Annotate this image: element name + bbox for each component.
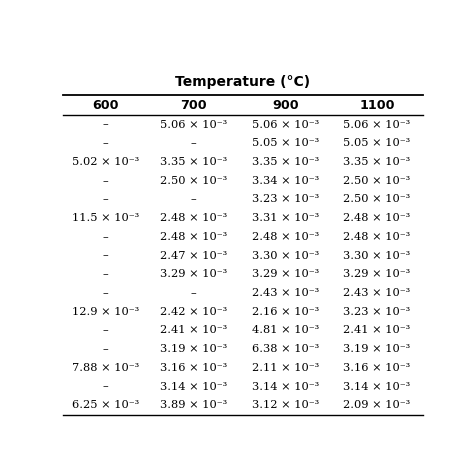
Text: 2.11 × 10⁻³: 2.11 × 10⁻³	[252, 363, 319, 373]
Text: –: –	[102, 251, 108, 261]
Text: 3.35 × 10⁻³: 3.35 × 10⁻³	[343, 157, 410, 167]
Text: –: –	[191, 194, 196, 204]
Text: 700: 700	[180, 99, 207, 112]
Text: 3.35 × 10⁻³: 3.35 × 10⁻³	[252, 157, 319, 167]
Text: 2.43 × 10⁻³: 2.43 × 10⁻³	[343, 288, 410, 298]
Text: 3.89 × 10⁻³: 3.89 × 10⁻³	[160, 400, 227, 410]
Text: –: –	[191, 138, 196, 148]
Text: 3.14 × 10⁻³: 3.14 × 10⁻³	[160, 382, 227, 392]
Text: 1100: 1100	[359, 99, 395, 112]
Text: 600: 600	[92, 99, 118, 112]
Text: 3.16 × 10⁻³: 3.16 × 10⁻³	[343, 363, 410, 373]
Text: 2.50 × 10⁻³: 2.50 × 10⁻³	[160, 176, 227, 186]
Text: 5.05 × 10⁻³: 5.05 × 10⁻³	[252, 138, 319, 148]
Text: 3.35 × 10⁻³: 3.35 × 10⁻³	[160, 157, 227, 167]
Text: 12.9 × 10⁻³: 12.9 × 10⁻³	[72, 307, 139, 317]
Text: 6.38 × 10⁻³: 6.38 × 10⁻³	[252, 344, 319, 354]
Text: 3.14 × 10⁻³: 3.14 × 10⁻³	[343, 382, 410, 392]
Text: 2.48 × 10⁻³: 2.48 × 10⁻³	[343, 213, 410, 223]
Text: –: –	[102, 325, 108, 336]
Text: –: –	[102, 269, 108, 279]
Text: 5.02 × 10⁻³: 5.02 × 10⁻³	[72, 157, 139, 167]
Text: 11.5 × 10⁻³: 11.5 × 10⁻³	[72, 213, 139, 223]
Text: –: –	[102, 176, 108, 186]
Text: 2.47 × 10⁻³: 2.47 × 10⁻³	[160, 251, 227, 261]
Text: 3.23 × 10⁻³: 3.23 × 10⁻³	[252, 194, 319, 204]
Text: –: –	[102, 194, 108, 204]
Text: –: –	[102, 119, 108, 129]
Text: 3.19 × 10⁻³: 3.19 × 10⁻³	[343, 344, 410, 354]
Text: 2.50 × 10⁻³: 2.50 × 10⁻³	[343, 176, 410, 186]
Text: 5.06 × 10⁻³: 5.06 × 10⁻³	[343, 119, 410, 129]
Text: 2.43 × 10⁻³: 2.43 × 10⁻³	[252, 288, 319, 298]
Text: 5.05 × 10⁻³: 5.05 × 10⁻³	[343, 138, 410, 148]
Text: 3.29 × 10⁻³: 3.29 × 10⁻³	[252, 269, 319, 279]
Text: 3.34 × 10⁻³: 3.34 × 10⁻³	[252, 176, 319, 186]
Text: 3.31 × 10⁻³: 3.31 × 10⁻³	[252, 213, 319, 223]
Text: 2.48 × 10⁻³: 2.48 × 10⁻³	[160, 213, 227, 223]
Text: 7.88 × 10⁻³: 7.88 × 10⁻³	[72, 363, 139, 373]
Text: 3.30 × 10⁻³: 3.30 × 10⁻³	[343, 251, 410, 261]
Text: Temperature (°C): Temperature (°C)	[175, 74, 310, 89]
Text: –: –	[191, 288, 196, 298]
Text: 3.30 × 10⁻³: 3.30 × 10⁻³	[252, 251, 319, 261]
Text: 3.16 × 10⁻³: 3.16 × 10⁻³	[160, 363, 227, 373]
Text: 5.06 × 10⁻³: 5.06 × 10⁻³	[252, 119, 319, 129]
Text: 3.29 × 10⁻³: 3.29 × 10⁻³	[160, 269, 227, 279]
Text: 3.29 × 10⁻³: 3.29 × 10⁻³	[343, 269, 410, 279]
Text: 3.23 × 10⁻³: 3.23 × 10⁻³	[343, 307, 410, 317]
Text: 3.19 × 10⁻³: 3.19 × 10⁻³	[160, 344, 227, 354]
Text: 2.16 × 10⁻³: 2.16 × 10⁻³	[252, 307, 319, 317]
Text: 2.41 × 10⁻³: 2.41 × 10⁻³	[160, 325, 227, 336]
Text: 5.06 × 10⁻³: 5.06 × 10⁻³	[160, 119, 227, 129]
Text: 2.50 × 10⁻³: 2.50 × 10⁻³	[343, 194, 410, 204]
Text: 4.81 × 10⁻³: 4.81 × 10⁻³	[252, 325, 319, 336]
Text: 2.41 × 10⁻³: 2.41 × 10⁻³	[343, 325, 410, 336]
Text: –: –	[102, 344, 108, 354]
Text: 2.48 × 10⁻³: 2.48 × 10⁻³	[252, 232, 319, 242]
Text: –: –	[102, 232, 108, 242]
Text: 2.48 × 10⁻³: 2.48 × 10⁻³	[160, 232, 227, 242]
Text: 2.42 × 10⁻³: 2.42 × 10⁻³	[160, 307, 227, 317]
Text: 900: 900	[272, 99, 299, 112]
Text: –: –	[102, 288, 108, 298]
Text: 6.25 × 10⁻³: 6.25 × 10⁻³	[72, 400, 139, 410]
Text: –: –	[102, 138, 108, 148]
Text: 2.09 × 10⁻³: 2.09 × 10⁻³	[343, 400, 410, 410]
Text: 3.14 × 10⁻³: 3.14 × 10⁻³	[252, 382, 319, 392]
Text: –: –	[102, 382, 108, 392]
Text: 2.48 × 10⁻³: 2.48 × 10⁻³	[343, 232, 410, 242]
Text: 3.12 × 10⁻³: 3.12 × 10⁻³	[252, 400, 319, 410]
